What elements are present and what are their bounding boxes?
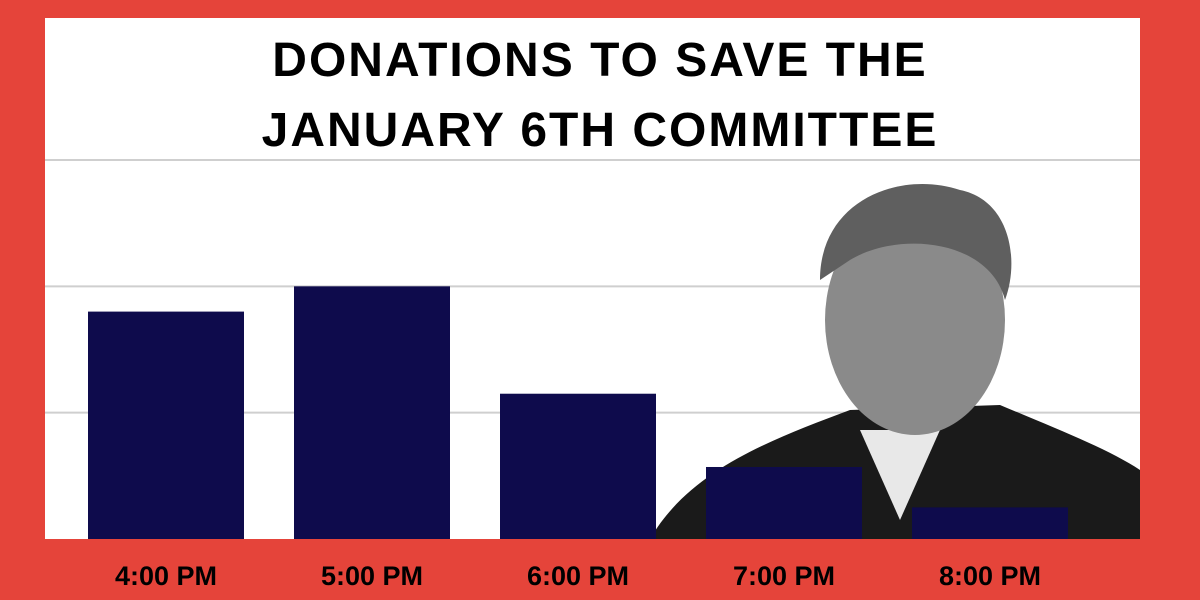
x-tick-label: 6:00 PM [527,561,629,591]
x-tick-label: 4:00 PM [115,561,217,591]
bar [500,393,656,539]
x-tick-label: 5:00 PM [321,561,423,591]
bars [88,286,1068,539]
x-tick-label: 7:00 PM [733,561,835,591]
bar [88,311,244,539]
bar [912,507,1068,539]
x-tick-label: 8:00 PM [939,561,1041,591]
bar [706,466,862,539]
chart-title: DONATIONS TO SAVE THE JANUARY 6TH COMMIT… [261,34,939,157]
bar [294,286,450,539]
